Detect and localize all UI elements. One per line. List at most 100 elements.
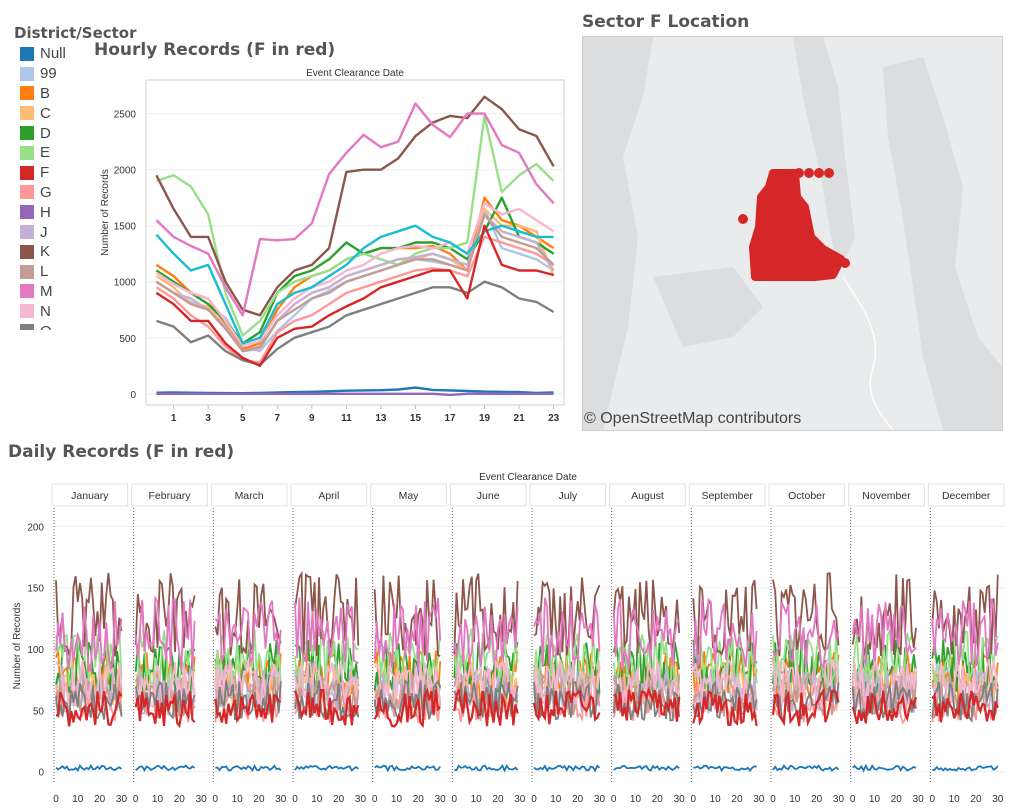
daily-x-tick: 20 [253, 794, 265, 805]
legend-item[interactable]: F [14, 163, 100, 183]
legend-item[interactable]: M [14, 282, 100, 302]
daily-series-Null[interactable] [454, 763, 519, 773]
daily-series-O[interactable] [692, 679, 758, 719]
daily-series-K[interactable] [772, 572, 840, 657]
daily-series-N[interactable] [692, 657, 758, 708]
daily-series-Null[interactable] [374, 764, 441, 773]
daily-series-K[interactable] [55, 572, 123, 657]
hourly-series-F[interactable] [155, 224, 554, 367]
daily-series-O[interactable] [373, 678, 442, 724]
daily-series-F[interactable] [453, 689, 519, 727]
daily-series-Null[interactable] [215, 764, 282, 773]
legend-item[interactable]: D [14, 123, 100, 143]
hourly-series-N[interactable] [155, 202, 555, 347]
daily-series-G[interactable] [214, 681, 282, 723]
daily-series-O[interactable] [453, 681, 519, 720]
hourly-series-G[interactable] [155, 235, 555, 364]
daily-series-E[interactable] [931, 630, 999, 689]
daily-series-Null[interactable] [932, 765, 999, 772]
daily-series-M[interactable] [931, 598, 999, 667]
daily-series-K[interactable] [612, 579, 681, 654]
daily-series-F[interactable] [55, 690, 123, 727]
daily-series-O[interactable] [214, 680, 282, 721]
daily-series-L[interactable] [772, 672, 840, 717]
legend-item[interactable]: C [14, 103, 100, 123]
daily-series-K[interactable] [533, 577, 601, 656]
daily-series-F[interactable] [373, 687, 441, 729]
daily-series-N[interactable] [294, 660, 360, 704]
daily-series-E[interactable] [214, 629, 282, 690]
legend-item[interactable]: Null [14, 44, 100, 64]
daily-series-Null[interactable] [613, 764, 680, 772]
daily-series-F[interactable] [851, 690, 918, 725]
daily-x-tick: 20 [174, 794, 186, 805]
legend: District/Sector Null 99BCDEFGHJKLMNO [14, 24, 137, 330]
daily-series-N[interactable] [373, 662, 442, 704]
daily-series-E[interactable] [135, 630, 196, 691]
daily-series-Null[interactable] [55, 763, 123, 772]
daily-series-F[interactable] [613, 686, 681, 722]
daily-series-O[interactable] [851, 680, 917, 720]
daily-series-Null[interactable] [693, 764, 757, 773]
daily-series-F[interactable] [214, 692, 281, 724]
daily-series-M[interactable] [373, 597, 442, 671]
legend-label: K [40, 243, 51, 261]
daily-series-F[interactable] [134, 691, 196, 729]
hourly-series-O[interactable] [156, 280, 555, 366]
daily-x-tick: 30 [833, 794, 845, 805]
daily-series-N[interactable] [453, 657, 519, 706]
daily-series-M[interactable] [134, 595, 196, 670]
hourly-series-H[interactable] [156, 392, 554, 397]
daily-chart[interactable]: Event Clearance Date Number of Records 0 50… [0, 466, 1010, 808]
legend-item[interactable]: H [14, 202, 100, 222]
legend-item[interactable]: L [14, 262, 100, 282]
daily-series-K[interactable] [294, 570, 360, 656]
daily-series-M[interactable] [214, 600, 282, 666]
hourly-series-M[interactable] [155, 102, 555, 317]
legend-item[interactable]: E [14, 143, 100, 163]
daily-series-M[interactable] [533, 597, 601, 670]
hourly-x-tick: 7 [274, 413, 280, 424]
legend-item[interactable]: G [14, 183, 100, 203]
daily-series-M[interactable] [772, 602, 840, 670]
daily-series-E[interactable] [294, 627, 359, 689]
daily-series-J[interactable] [772, 668, 840, 712]
daily-series-N[interactable] [55, 660, 123, 711]
daily-x-tick: 20 [731, 794, 743, 805]
daily-series-N[interactable] [772, 656, 840, 709]
hourly-series-K[interactable] [155, 95, 555, 317]
legend-item[interactable]: J [14, 222, 100, 242]
daily-series-M[interactable] [55, 600, 123, 672]
sector-f-point [814, 168, 824, 178]
daily-series-L[interactable] [533, 672, 601, 715]
month-label: December [942, 490, 991, 502]
daily-series-F[interactable] [771, 687, 840, 727]
daily-series-F[interactable] [692, 690, 758, 727]
daily-series-F[interactable] [293, 689, 360, 726]
legend-item[interactable]: O [14, 321, 100, 330]
daily-series-Null[interactable] [294, 764, 359, 772]
legend-item[interactable]: 99 [14, 64, 100, 84]
sector-f-map[interactable] [582, 36, 1003, 431]
hourly-chart[interactable]: Event Clearance Date 0 500 1000 1500 2000 2500… [94, 64, 570, 430]
daily-series-N[interactable] [214, 659, 282, 708]
daily-series-Null[interactable] [135, 764, 196, 772]
month-header [210, 483, 288, 507]
daily-series-M[interactable] [612, 599, 680, 671]
daily-series-M[interactable] [453, 606, 519, 670]
legend-item[interactable]: B [14, 84, 100, 104]
daily-series-Null[interactable] [772, 764, 840, 772]
legend-item[interactable]: N [14, 301, 100, 321]
daily-series-Null[interactable] [852, 763, 917, 773]
daily-series-M[interactable] [851, 601, 917, 671]
daily-series-E[interactable] [533, 631, 601, 689]
puget-sound-water [583, 37, 653, 430]
legend-item[interactable]: K [14, 242, 100, 262]
daily-series-F[interactable] [532, 689, 601, 725]
legend-list[interactable]: Null 99BCDEFGHJKLMNO [14, 44, 100, 330]
daily-series-M[interactable] [692, 597, 758, 668]
daily-series-M[interactable] [294, 597, 359, 665]
hourly-series-L[interactable] [155, 213, 555, 353]
daily-series-Null[interactable] [533, 764, 601, 773]
daily-series-F[interactable] [931, 690, 999, 723]
